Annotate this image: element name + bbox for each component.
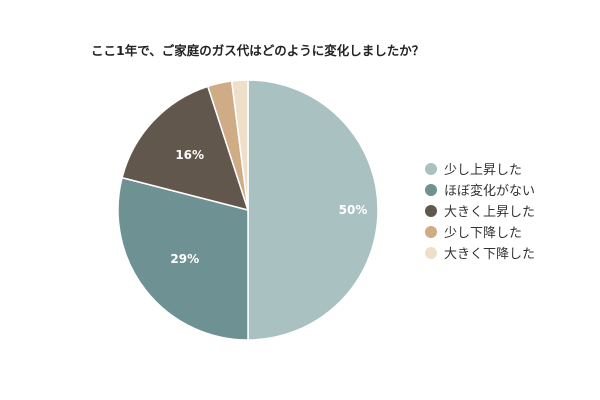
legend-label: 大きく上昇した [444,205,536,220]
legend-item: ほぼ変化がない [425,179,535,200]
pie-slices [117,79,379,341]
legend-swatch [425,162,437,175]
pie-slice [230,79,249,211]
legend-label: 少し下降した [444,226,523,241]
legend-swatch [425,183,437,196]
legend: 少し上昇した ほぼ変化がない 大きく上昇した 少し下降した 大きく下降した [425,158,535,263]
legend-item: 少し上昇した [425,158,535,179]
slice-value-label: 16% [175,148,204,162]
legend-swatch [425,204,437,217]
legend-item: 大きく上昇した [425,200,535,221]
pie-slice [117,176,249,341]
legend-swatch [425,225,437,238]
legend-label: 大きく下降した [444,247,536,262]
pie-slice [121,85,250,212]
legend-label: 少し上昇した [444,163,523,178]
legend-item: 少し下降した [425,221,535,242]
legend-item: 大きく下降した [425,242,535,263]
slice-value-label: 29% [170,252,199,266]
chart-title: ここ1年で、ご家庭のガス代はどのように変化しましたか？ [91,43,425,58]
slice-labels: 50% 29% 16% [170,148,367,266]
legend-swatch [425,246,437,259]
pie-slice [247,79,379,341]
legend-label: ほぼ変化がない [444,184,536,199]
slice-value-label: 50% [339,203,368,217]
